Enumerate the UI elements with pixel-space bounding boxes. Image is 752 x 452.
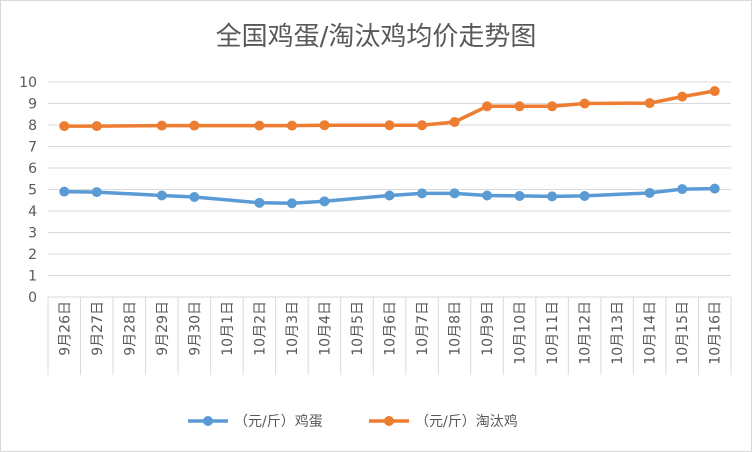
x-tick-label: 10月3日 bbox=[285, 301, 301, 356]
series-2-point bbox=[189, 120, 200, 131]
series-1-point bbox=[579, 190, 590, 201]
legend-label: （元/斤）淘汰鸡 bbox=[415, 413, 518, 430]
x-tick-label: 10月4日 bbox=[317, 301, 333, 356]
series-2-point bbox=[319, 120, 330, 131]
y-tick-label: 9 bbox=[28, 97, 37, 113]
y-tick-label: 1 bbox=[28, 269, 37, 285]
gridlines bbox=[48, 81, 731, 276]
series-2-point bbox=[91, 121, 102, 132]
series-1-point bbox=[254, 197, 265, 208]
series-2-point bbox=[579, 98, 590, 109]
x-tick-label: 10月5日 bbox=[350, 301, 366, 356]
x-tick-label: 9月26日 bbox=[57, 301, 73, 356]
series-2-point bbox=[449, 116, 460, 127]
x-tick-label: 10月11日 bbox=[545, 301, 561, 365]
x-tick-label: 10月8日 bbox=[448, 301, 464, 356]
series-2-point bbox=[417, 120, 428, 131]
axes: 0 1 2 3 4 5 6 7 8 9 10 9月26日 9月27日 9月28日 9月29日 9月30日 10月… bbox=[19, 75, 732, 375]
series-1-point bbox=[59, 186, 70, 197]
series-1-point bbox=[514, 190, 525, 201]
series-2-point bbox=[709, 86, 720, 97]
y-tick-label: 3 bbox=[28, 226, 37, 242]
series-1-point bbox=[482, 190, 493, 201]
x-tick-label: 10月14日 bbox=[643, 301, 659, 365]
legend-swatch-marker bbox=[384, 416, 394, 426]
x-tick-label: 10月13日 bbox=[610, 301, 626, 365]
y-tick-label: 10 bbox=[19, 75, 37, 91]
x-tick-label: 10月7日 bbox=[415, 301, 431, 356]
series-2-point bbox=[59, 121, 70, 132]
series-1-point bbox=[449, 188, 460, 199]
series-1-point bbox=[417, 188, 428, 199]
series-1-point bbox=[384, 190, 395, 201]
series-1-point bbox=[644, 187, 655, 198]
series-1-point bbox=[156, 190, 167, 201]
series-1-point bbox=[547, 191, 558, 202]
y-tick-label: 8 bbox=[28, 118, 37, 134]
x-tick-label: 10月10日 bbox=[513, 301, 529, 365]
series-1-point bbox=[709, 183, 720, 194]
y-tick-label: 0 bbox=[28, 290, 37, 306]
y-tick-label: 7 bbox=[28, 140, 37, 156]
x-tick-label: 10月6日 bbox=[383, 301, 399, 356]
series-2-point bbox=[286, 120, 297, 131]
x-tick-label: 10月2日 bbox=[252, 301, 268, 356]
series-2-point bbox=[482, 101, 493, 112]
series-lines bbox=[59, 86, 720, 209]
x-tick-label: 10月12日 bbox=[578, 301, 594, 365]
x-tick-label: 9月28日 bbox=[122, 301, 138, 356]
x-tick-label: 9月29日 bbox=[155, 301, 171, 356]
x-tick-label: 10月15日 bbox=[675, 301, 691, 365]
series-2-point bbox=[644, 98, 655, 109]
y-tick-label: 4 bbox=[28, 204, 37, 220]
series-2-point bbox=[514, 101, 525, 112]
x-tick-label: 10月1日 bbox=[220, 301, 236, 356]
x-tick-label: 10月9日 bbox=[480, 301, 496, 356]
series-1-point bbox=[677, 184, 688, 195]
series-2-point bbox=[384, 120, 395, 131]
x-tick-label: 9月27日 bbox=[90, 301, 106, 356]
series-1-point bbox=[319, 196, 330, 207]
legend-label: （元/斤）鸡蛋 bbox=[234, 413, 323, 430]
y-tick-label: 2 bbox=[28, 247, 37, 263]
series-1-point bbox=[189, 192, 200, 203]
legend-swatch-marker bbox=[203, 416, 213, 426]
legend: （元/斤）鸡蛋 （元/斤）淘汰鸡 bbox=[188, 413, 518, 430]
y-tick-label: 6 bbox=[28, 161, 37, 177]
x-tick-label: 9月30日 bbox=[187, 301, 203, 356]
y-tick-label: 5 bbox=[28, 183, 37, 199]
series-1-point bbox=[286, 198, 297, 209]
chart-title: 全国鸡蛋/淘汰鸡均价走势图 bbox=[216, 22, 537, 52]
series-2-point bbox=[677, 91, 688, 102]
series-2-point bbox=[547, 101, 558, 112]
x-tick-label: 10月16日 bbox=[708, 301, 724, 365]
series-2-point bbox=[254, 120, 265, 131]
series-1-point bbox=[91, 187, 102, 198]
series-2-point bbox=[156, 120, 167, 131]
